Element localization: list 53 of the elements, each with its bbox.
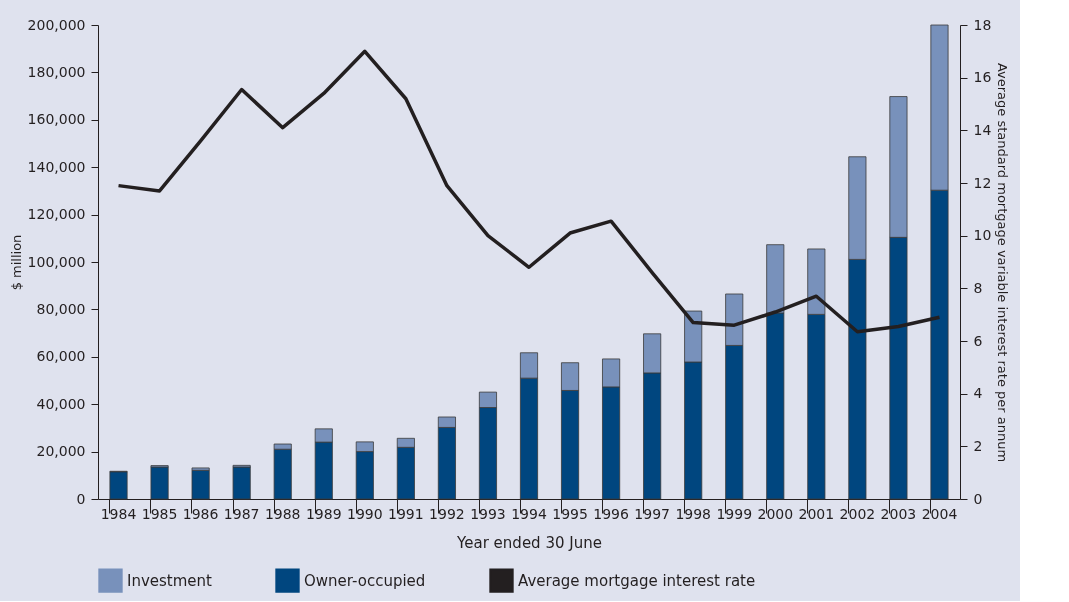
y2-tick-label: 8 xyxy=(973,279,983,296)
y2-tick-label: 4 xyxy=(973,385,983,402)
y2-tick-label: 10 xyxy=(973,227,992,244)
x-tick-label: 1992 xyxy=(429,505,465,522)
legend-label: Average mortgage interest rate xyxy=(518,571,756,590)
x-tick-label: 2000 xyxy=(757,505,794,522)
legend-label: Owner-occupied xyxy=(304,571,426,590)
y-axis-title: $ million xyxy=(8,234,24,291)
x-tick-label: 1994 xyxy=(511,505,547,522)
x-tick-label: 1989 xyxy=(305,505,342,522)
x-tick-label: 1990 xyxy=(346,505,383,522)
bar xyxy=(232,466,251,500)
y-tick-label: 80,000 xyxy=(36,300,86,317)
x-tick-label: 1984 xyxy=(100,505,137,522)
x-tick-label: 1998 xyxy=(675,505,712,522)
y2-tick-label: 14 xyxy=(973,121,992,138)
y2-tick-label: 6 xyxy=(973,332,983,349)
y-tick-label: 40,000 xyxy=(36,395,86,412)
y-tick-label: 120,000 xyxy=(27,206,86,223)
y-tick-label: 180,000 xyxy=(27,63,86,80)
x-axis-title: Year ended 30 June xyxy=(456,533,602,552)
y2-tick-label: 16 xyxy=(973,69,992,86)
x-tick-label: 2004 xyxy=(921,505,958,522)
x-tick-label: 2002 xyxy=(839,505,876,522)
bar xyxy=(109,471,128,500)
y-tick-label: 140,000 xyxy=(27,158,86,175)
x-tick-label: 1986 xyxy=(182,505,219,522)
x-tick-label: 2003 xyxy=(880,505,917,522)
y-tick-label: 100,000 xyxy=(27,253,86,270)
bar xyxy=(191,469,210,500)
x-tick-label: 1988 xyxy=(264,505,301,522)
bar xyxy=(150,466,169,500)
y2-tick-label: 2 xyxy=(973,437,983,454)
y2-tick-label: 18 xyxy=(973,16,992,33)
y-tick-label: 0 xyxy=(76,490,86,507)
y-tick-label: 200,000 xyxy=(27,16,86,33)
y-tick-label: 20,000 xyxy=(36,443,86,460)
x-tick-label: 1999 xyxy=(716,505,753,522)
x-tick-label: 1985 xyxy=(141,505,178,522)
x-tick-label: 1997 xyxy=(634,505,670,522)
y2-tick-label: 12 xyxy=(973,174,992,191)
x-tick-label: 1991 xyxy=(388,505,424,522)
x-tick-label: 2001 xyxy=(798,505,835,522)
y2-tick-label: 0 xyxy=(973,490,983,507)
y-tick-label: 160,000 xyxy=(27,111,86,128)
x-tick-label: 1995 xyxy=(552,505,588,522)
y-tick-label: 60,000 xyxy=(36,348,86,365)
y2-axis-title: Average standard mortgage variable interest rate per annum xyxy=(995,62,1011,463)
x-tick-label: 1993 xyxy=(470,505,506,522)
x-tick-label: 1987 xyxy=(223,505,260,522)
legend-label: Investment xyxy=(127,571,213,590)
x-tick-label: 1996 xyxy=(593,505,629,522)
line-series xyxy=(116,49,942,334)
